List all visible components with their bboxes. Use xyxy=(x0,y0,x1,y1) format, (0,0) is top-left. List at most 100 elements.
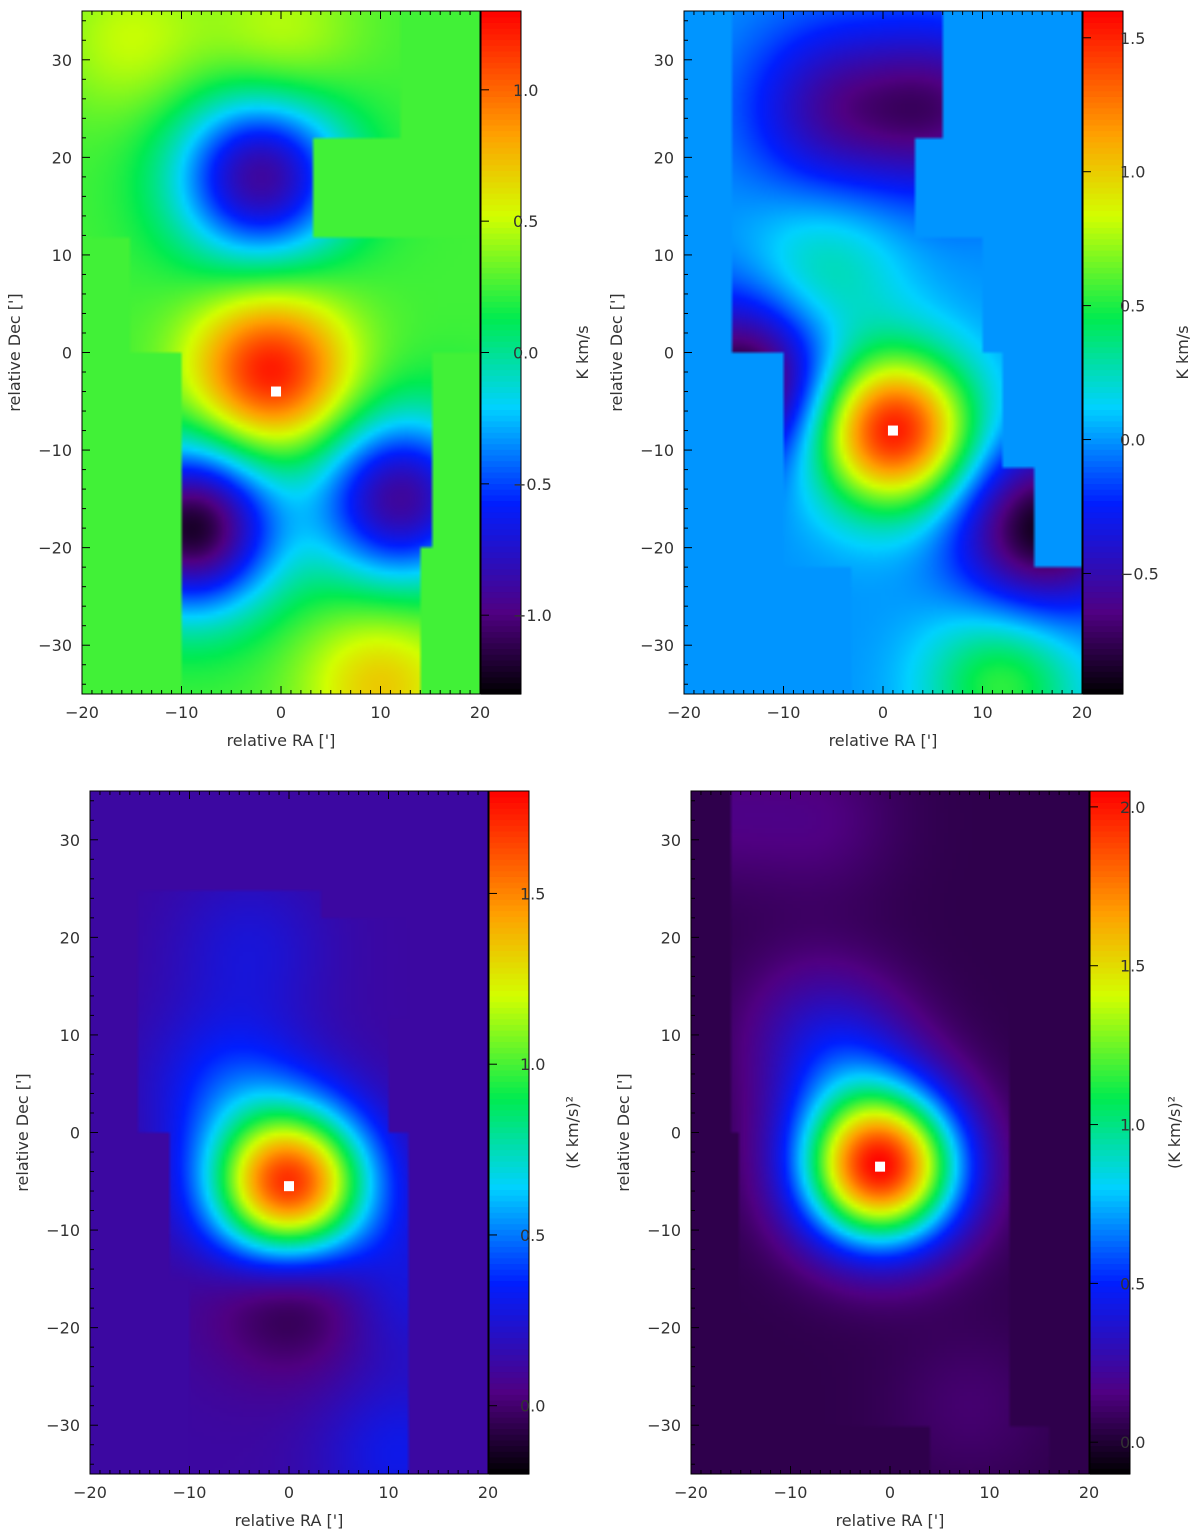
colorbar-band xyxy=(481,585,521,593)
colorbar-band xyxy=(489,1456,529,1464)
colorbar-band xyxy=(1090,961,1130,969)
y-axis-title: relative Dec ['] xyxy=(614,1073,633,1191)
colorbar-band xyxy=(481,130,521,137)
colorbar-band xyxy=(1083,204,1123,211)
colorbar-band xyxy=(481,102,521,109)
colorbar-band xyxy=(489,1240,529,1247)
colorbar-band xyxy=(1083,84,1123,92)
colorbar-tick-label: 0.0 xyxy=(513,344,538,363)
colorbar-band xyxy=(481,335,521,342)
colorbar-band xyxy=(1083,551,1123,558)
colorbar-band xyxy=(1083,107,1123,115)
colorbar-band xyxy=(481,665,521,672)
colorbar-band xyxy=(481,420,521,428)
colorbar-band xyxy=(1083,289,1123,297)
colorbar-band xyxy=(1083,176,1123,183)
heatmap-image xyxy=(82,11,480,694)
colorbar-band xyxy=(1083,426,1123,433)
colorbar-band xyxy=(489,984,529,991)
colorbar-band xyxy=(1090,1297,1130,1304)
colorbar-band xyxy=(1090,1314,1130,1321)
colorbar-band xyxy=(489,1314,529,1321)
colorbar-band xyxy=(481,170,521,177)
colorbar-band xyxy=(1090,1166,1130,1173)
colorbar-band xyxy=(481,79,521,86)
colorbar-band xyxy=(481,318,521,325)
x-tick-label: 0 xyxy=(276,703,286,722)
colorbar-band xyxy=(1090,864,1130,872)
colorbar-band xyxy=(481,568,521,576)
colorbar-band xyxy=(1083,170,1123,177)
colorbar-band xyxy=(1090,842,1130,849)
colorbar-label: (K km/s)² xyxy=(1165,1096,1184,1169)
y-tick-label: −20 xyxy=(38,539,72,558)
colorbar-band xyxy=(1090,1252,1130,1259)
colorbar-band xyxy=(481,238,521,245)
colorbar-band xyxy=(489,944,529,951)
colorbar-band xyxy=(489,933,529,940)
colorbar: 0.0 0.5 1.0 1.5 2.0 (K km/s)² xyxy=(1089,790,1184,1475)
colorbar-band xyxy=(489,1217,529,1225)
colorbar-band xyxy=(481,187,521,194)
colorbar-tick-label: −0.5 xyxy=(513,475,552,494)
colorbar-band xyxy=(1083,141,1123,149)
colorbar-band xyxy=(1090,1337,1130,1344)
colorbar-band xyxy=(489,796,529,803)
y-tick-label: 20 xyxy=(52,148,72,167)
colorbar-band xyxy=(489,1468,529,1475)
colorbar-band xyxy=(481,22,521,29)
colorbar-band xyxy=(489,1200,529,1208)
colorbar-band xyxy=(1090,1223,1130,1230)
colorbar-band xyxy=(1083,415,1123,422)
colorbar-band xyxy=(489,864,529,872)
colorbar-band xyxy=(489,1297,529,1304)
colorbar-band xyxy=(1083,449,1123,456)
colorbar-band xyxy=(1083,113,1123,120)
colorbar-band xyxy=(489,853,529,860)
colorbar-band xyxy=(489,1098,529,1105)
colorbar: 0.0 0.5 1.0 1.5 (K km/s)² xyxy=(488,790,582,1475)
y-tick-label: 10 xyxy=(654,246,674,265)
colorbar-band xyxy=(1083,335,1123,342)
colorbar-tick-label: 1.5 xyxy=(1120,29,1145,48)
x-tick-label: 0 xyxy=(885,1483,895,1502)
peak-marker xyxy=(875,1161,886,1172)
colorbar-band xyxy=(1083,198,1123,206)
y-tick-label: −20 xyxy=(46,1319,80,1338)
colorbar-band xyxy=(489,1377,529,1384)
colorbar-band xyxy=(1090,1035,1130,1043)
colorbar-band xyxy=(1090,1371,1130,1378)
colorbar-tick-label: 0.5 xyxy=(1120,1274,1145,1293)
colorbar-label: (K km/s)² xyxy=(563,1096,582,1169)
colorbar-band xyxy=(489,1428,529,1435)
colorbar-tick-label: 0.5 xyxy=(1120,297,1145,316)
colorbar-band xyxy=(481,90,521,97)
colorbar-band xyxy=(481,511,521,519)
y-tick-label: 20 xyxy=(661,928,681,947)
colorbar-band xyxy=(1090,1206,1130,1213)
colorbar-band xyxy=(481,158,521,166)
colorbar-band xyxy=(1090,893,1130,900)
colorbar-band xyxy=(489,1331,529,1338)
colorbar-band xyxy=(1083,500,1123,507)
colorbar-band xyxy=(481,267,521,274)
colorbar-frame xyxy=(1082,10,1124,695)
colorbar-band xyxy=(489,1007,529,1014)
colorbar-band xyxy=(1090,978,1130,986)
x-tick-label: 10 xyxy=(972,703,992,722)
colorbar-band xyxy=(481,380,521,388)
colorbar-band xyxy=(481,28,521,35)
y-tick-label: 0 xyxy=(671,1124,681,1143)
colorbar-band xyxy=(489,882,529,889)
y-tick-label: −20 xyxy=(640,539,674,558)
colorbar-band xyxy=(1083,557,1123,564)
colorbar-band xyxy=(1083,130,1123,137)
colorbar-band xyxy=(1083,682,1123,689)
colorbar-band xyxy=(1090,1240,1130,1247)
colorbar-band xyxy=(489,1018,529,1025)
colorbar-band xyxy=(1083,232,1123,240)
colorbar-band xyxy=(1083,460,1123,467)
colorbar-band xyxy=(481,432,521,439)
colorbar-band xyxy=(1090,1047,1130,1054)
colorbar-band xyxy=(1090,1001,1130,1008)
